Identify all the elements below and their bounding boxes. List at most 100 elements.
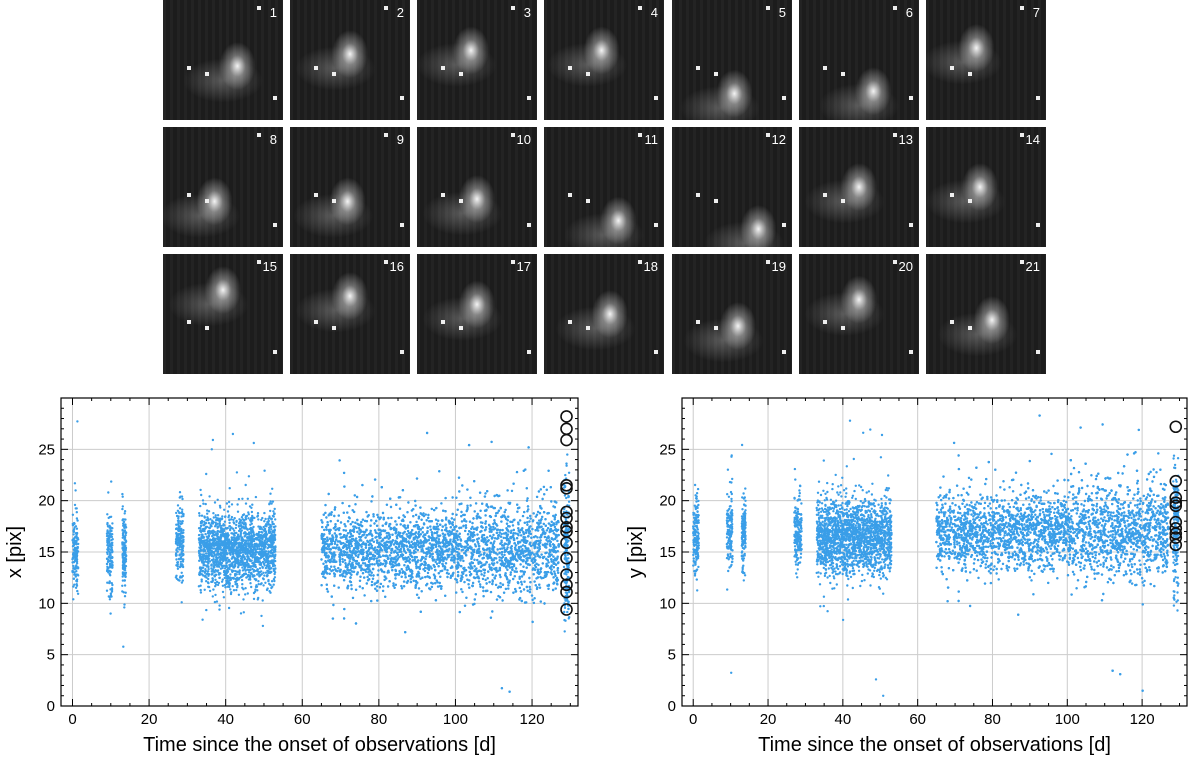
data-point bbox=[265, 554, 268, 557]
data-point bbox=[226, 569, 229, 573]
data-point bbox=[199, 572, 202, 575]
thumbnail-number: 3 bbox=[523, 5, 531, 20]
speckle bbox=[823, 320, 827, 324]
thumbnail-2: 2 bbox=[290, 0, 410, 120]
data-point bbox=[124, 518, 127, 521]
data-point bbox=[75, 552, 78, 555]
data-point bbox=[260, 614, 263, 618]
data-point bbox=[123, 606, 126, 609]
data-point bbox=[73, 559, 77, 562]
data-point bbox=[203, 515, 206, 518]
data-point bbox=[245, 539, 248, 542]
data-point bbox=[216, 514, 220, 517]
data-point bbox=[72, 544, 76, 547]
speckle bbox=[782, 350, 787, 354]
data-point bbox=[236, 503, 239, 506]
data-point bbox=[263, 558, 266, 562]
data-point bbox=[235, 539, 238, 542]
data-point bbox=[218, 504, 222, 507]
data-point bbox=[76, 589, 79, 593]
data-point bbox=[233, 517, 236, 520]
speckle bbox=[273, 223, 278, 227]
data-point bbox=[73, 503, 77, 507]
data-point bbox=[230, 591, 233, 594]
data-point bbox=[246, 550, 249, 553]
data-point bbox=[247, 513, 250, 516]
data-point bbox=[230, 503, 234, 506]
data-point bbox=[244, 534, 247, 537]
data-point bbox=[244, 572, 248, 576]
data-point bbox=[199, 537, 202, 540]
data-point bbox=[272, 541, 275, 544]
data-point bbox=[240, 524, 243, 528]
data-point bbox=[246, 554, 249, 557]
data-point bbox=[121, 584, 124, 587]
data-point bbox=[213, 575, 217, 578]
data-point bbox=[251, 503, 254, 506]
data-point bbox=[227, 538, 231, 541]
data-point bbox=[231, 585, 234, 588]
thumbnail-number: 5 bbox=[778, 5, 786, 20]
speckle bbox=[273, 96, 278, 100]
data-point bbox=[72, 567, 75, 570]
data-point bbox=[202, 524, 205, 527]
data-point bbox=[215, 534, 219, 537]
data-point bbox=[239, 544, 242, 547]
data-point bbox=[264, 566, 268, 570]
speckle bbox=[696, 320, 700, 324]
data-point bbox=[179, 534, 182, 537]
data-point bbox=[262, 534, 265, 537]
speckle bbox=[459, 326, 463, 330]
speckle bbox=[637, 6, 642, 10]
data-point bbox=[261, 566, 264, 569]
data-point bbox=[181, 563, 184, 567]
data-point bbox=[237, 593, 241, 596]
data-point bbox=[261, 516, 264, 520]
speckle bbox=[892, 133, 897, 137]
speckle bbox=[765, 260, 770, 264]
data-point bbox=[244, 587, 247, 590]
data-point bbox=[73, 583, 76, 586]
thumbnail-number: 9 bbox=[396, 132, 404, 147]
data-point bbox=[264, 524, 267, 527]
data-point bbox=[179, 528, 183, 531]
thumbnail-number: 1 bbox=[269, 5, 277, 20]
data-point bbox=[110, 541, 114, 545]
data-point bbox=[263, 469, 266, 472]
speckle bbox=[909, 350, 914, 354]
data-point bbox=[230, 557, 233, 560]
data-point bbox=[250, 510, 254, 514]
speckle bbox=[950, 320, 954, 324]
speckle bbox=[1036, 350, 1041, 354]
thumbnail-number: 17 bbox=[516, 259, 531, 274]
data-point bbox=[109, 570, 112, 573]
data-point bbox=[200, 493, 203, 497]
data-point bbox=[249, 559, 252, 563]
data-point bbox=[179, 560, 183, 563]
data-point bbox=[109, 574, 112, 577]
data-point bbox=[232, 565, 235, 568]
data-point bbox=[229, 573, 232, 576]
data-point bbox=[227, 516, 230, 519]
data-point bbox=[254, 549, 257, 552]
data-point bbox=[199, 504, 202, 508]
data-point bbox=[224, 573, 228, 576]
data-point bbox=[273, 576, 277, 579]
speckle bbox=[187, 193, 191, 197]
data-point bbox=[244, 593, 247, 596]
data-point bbox=[218, 523, 221, 527]
data-point bbox=[181, 520, 184, 523]
speckle bbox=[782, 96, 787, 100]
data-point bbox=[197, 533, 201, 537]
data-point bbox=[258, 567, 262, 570]
image-cutout-grid: 1 2 3 4 5 6 7 8 9 10 11 12 13 14 15 16 17 18 19 20 21 bbox=[163, 0, 1046, 374]
data-point bbox=[121, 554, 125, 558]
data-point bbox=[124, 555, 128, 558]
data-point bbox=[215, 547, 218, 550]
data-point bbox=[75, 578, 79, 581]
data-point bbox=[242, 598, 245, 601]
data-point bbox=[246, 533, 249, 536]
data-point bbox=[252, 591, 256, 595]
data-point bbox=[72, 552, 75, 555]
thumbnail-18: 18 bbox=[544, 254, 664, 374]
